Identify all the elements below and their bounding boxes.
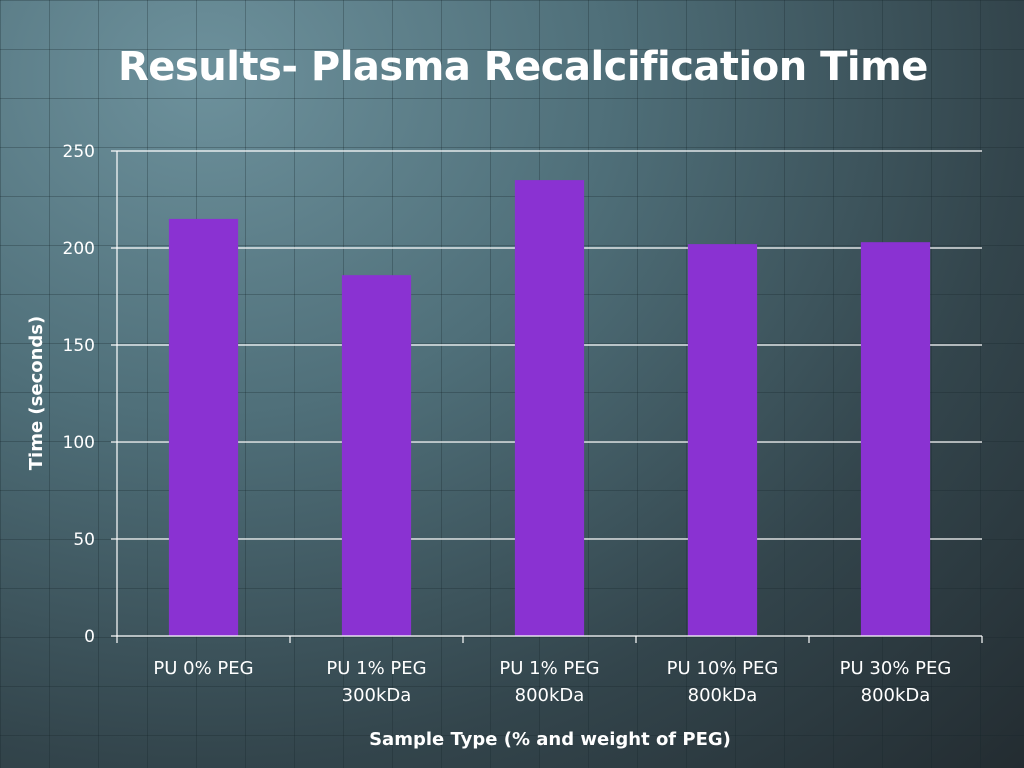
slide-title: Results- Plasma Recalcification Time — [118, 44, 928, 90]
category-labels: PU 0% PEG PU 1% PEG 300kDa PU 1% PEG 800kDa P… — [153, 658, 951, 706]
y-tick-label: 100 — [63, 433, 95, 453]
x-category-label: 800kDa — [688, 685, 758, 706]
y-tick-label: 250 — [63, 142, 95, 162]
x-category-label: 800kDa — [515, 685, 585, 706]
x-category-label: PU 1% PEG — [499, 658, 599, 679]
x-category-label: PU 10% PEG — [667, 658, 779, 679]
x-category-label: PU 30% PEG — [840, 658, 952, 679]
x-category-label: 800kDa — [861, 685, 931, 706]
axes — [116, 151, 983, 643]
x-category-label: 300kDa — [342, 685, 412, 706]
bar — [168, 218, 239, 636]
bars — [168, 180, 931, 636]
bar — [514, 180, 585, 636]
tick-labels: 0 50 100 150 200 250 — [63, 142, 117, 647]
y-tick-label: 0 — [84, 627, 95, 647]
y-tick-label: 200 — [63, 239, 95, 259]
x-category-label: PU 0% PEG — [153, 658, 253, 679]
bar — [341, 275, 412, 636]
bar — [687, 244, 758, 636]
y-tick-label: 50 — [73, 530, 95, 550]
x-axis-title: Sample Type (% and weight of PEG) — [369, 729, 731, 750]
y-tick-label: 150 — [63, 336, 95, 356]
y-axis-title: Time (seconds) — [26, 316, 47, 471]
bar — [860, 242, 931, 636]
x-category-label: PU 1% PEG — [326, 658, 426, 679]
